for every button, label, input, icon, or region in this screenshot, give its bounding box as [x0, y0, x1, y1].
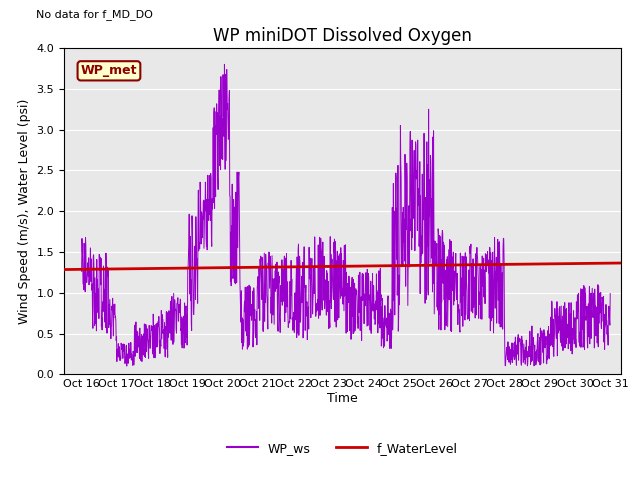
Text: No data for f_MD_DO: No data for f_MD_DO	[36, 9, 153, 20]
Y-axis label: Wind Speed (m/s), Water Level (psi): Wind Speed (m/s), Water Level (psi)	[18, 98, 31, 324]
X-axis label: Time: Time	[327, 392, 358, 405]
Title: WP miniDOT Dissolved Oxygen: WP miniDOT Dissolved Oxygen	[213, 27, 472, 45]
Legend: WP_ws, f_WaterLevel: WP_ws, f_WaterLevel	[221, 436, 463, 459]
Text: WP_met: WP_met	[81, 64, 137, 77]
